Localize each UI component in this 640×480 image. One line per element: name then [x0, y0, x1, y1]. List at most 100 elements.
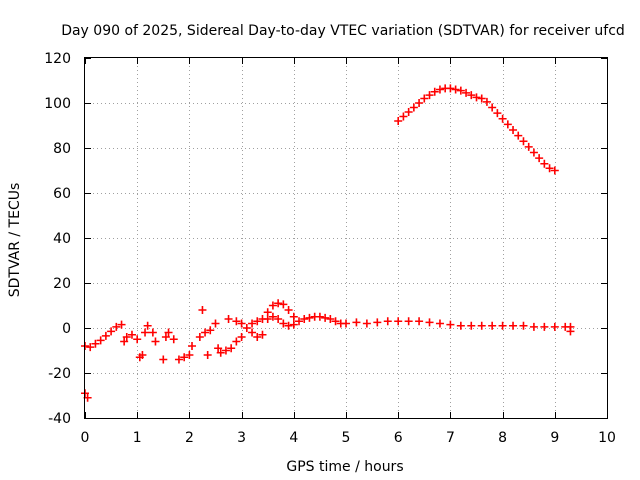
data-point: [161, 333, 170, 341]
data-point: [258, 330, 267, 339]
x-tick-label: 1: [133, 430, 142, 446]
data-point: [133, 335, 142, 344]
data-point: [524, 142, 533, 151]
data-point: [232, 317, 241, 326]
data-point: [206, 326, 215, 335]
data-point: [404, 317, 413, 326]
data-point: [284, 306, 293, 314]
data-point: [279, 319, 288, 328]
data-point: [289, 312, 298, 321]
data-point: [498, 321, 507, 330]
y-tick-label: 40: [53, 231, 71, 247]
data-point: [169, 335, 178, 344]
data-point: [503, 120, 512, 129]
data-point: [112, 322, 121, 331]
data-point: [342, 319, 350, 328]
data-point: [509, 126, 518, 134]
data-point: [127, 330, 136, 339]
data-point: [232, 337, 241, 346]
data-point: [268, 312, 277, 321]
y-tick-label: 0: [62, 321, 71, 337]
data-point: [362, 319, 371, 328]
y-axis-label: SDTVAR / TECUs: [7, 183, 23, 298]
x-axis-label: GPS time / hours: [286, 459, 403, 475]
data-point: [331, 317, 340, 326]
data-point: [305, 313, 314, 322]
data-point: [404, 108, 413, 116]
data-point: [268, 301, 277, 310]
data-point: [545, 164, 554, 173]
chart-title: Day 090 of 2025, Sidereal Day-to-day VTE…: [61, 23, 625, 39]
x-tick-label: 8: [498, 430, 507, 446]
data-point: [120, 337, 129, 346]
data-point: [529, 148, 538, 157]
data-point: [352, 318, 361, 327]
data-point: [321, 313, 330, 322]
y-tick-label: -20: [48, 366, 71, 382]
data-point: [462, 88, 471, 97]
data-point: [279, 300, 288, 309]
data-point: [326, 315, 335, 323]
data-point: [446, 320, 455, 329]
data-point: [509, 321, 518, 330]
data-point: [456, 86, 465, 95]
x-tick-label: 0: [81, 430, 90, 446]
data-point: [138, 351, 147, 359]
data-point: [540, 159, 549, 168]
x-tick-label: 3: [237, 430, 246, 446]
data-point: [185, 351, 194, 359]
data-point: [409, 103, 418, 112]
data-point: [300, 315, 309, 323]
data-point: [550, 166, 559, 175]
y-tick-label: 20: [53, 276, 71, 292]
data-point: [224, 315, 233, 323]
data-point: [456, 321, 465, 330]
data-point: [425, 91, 434, 100]
data-point: [91, 339, 100, 348]
data-point: [253, 317, 262, 326]
data-point: [201, 328, 210, 337]
data-point: [446, 84, 455, 93]
data-point: [430, 87, 439, 96]
grid: [85, 58, 607, 418]
x-tick-label: 9: [550, 430, 559, 446]
y-tick-label: 120: [44, 51, 71, 67]
data-point: [188, 342, 197, 350]
data-point: [535, 154, 544, 163]
data-point: [274, 315, 283, 323]
x-tick-label: 5: [342, 430, 351, 446]
data-point: [435, 85, 444, 94]
data-point: [488, 103, 497, 112]
data-point: [198, 306, 207, 314]
y-tick-label: -40: [48, 411, 71, 427]
data-point: [550, 322, 559, 331]
x-tick-label: 10: [598, 430, 616, 446]
data-point: [519, 321, 528, 330]
data-point: [263, 315, 272, 323]
x-tick-label: 7: [446, 430, 455, 446]
data-point: [101, 331, 110, 340]
data-point: [164, 328, 173, 337]
data-point: [488, 321, 497, 330]
data-point: [86, 343, 95, 352]
data-point: [467, 91, 476, 100]
series-early-segment: [81, 306, 246, 402]
x-tick-label: 6: [394, 430, 403, 446]
data-point: [237, 333, 246, 341]
data-point: [96, 336, 105, 345]
data-point: [467, 321, 476, 330]
plot-frame: [84, 57, 608, 419]
data-point: [284, 321, 293, 330]
y-tick-label: 80: [53, 141, 71, 157]
data-point: [148, 328, 157, 337]
data-point: [420, 94, 429, 103]
data-point: [566, 327, 575, 336]
data-point: [242, 324, 251, 332]
y-tick-label: 60: [53, 186, 71, 202]
data-point: [373, 318, 382, 327]
data-point: [383, 317, 392, 326]
data-point: [227, 344, 236, 353]
data-point: [180, 353, 189, 362]
data-point: [482, 97, 491, 106]
